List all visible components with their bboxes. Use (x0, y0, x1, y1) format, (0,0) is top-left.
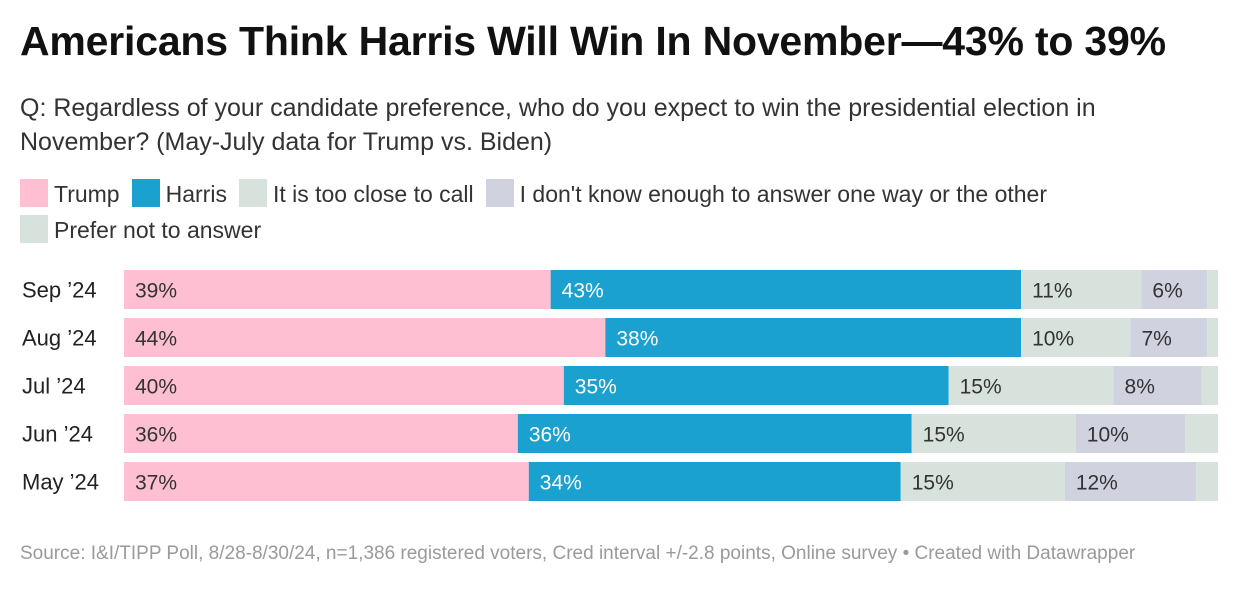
chart-subtitle: Q: Regardless of your candidate preferen… (20, 94, 1096, 156)
legend-label: Harris (165, 181, 227, 207)
bar-segment (1201, 366, 1218, 405)
bar-segment (605, 318, 1022, 357)
data-label: 6% (1152, 280, 1182, 303)
data-label: 10% (1032, 328, 1074, 351)
category-label: May ’24 (22, 470, 99, 495)
bar-segment (1207, 270, 1218, 309)
bar-segment (948, 366, 1114, 405)
bar-segment (1185, 414, 1218, 453)
bar-segment (124, 414, 518, 453)
bar-segment (124, 366, 564, 405)
bar-segment (1021, 318, 1131, 357)
data-label: 39% (135, 280, 177, 303)
legend-item: It is too close to call (238, 178, 474, 214)
legend-item: Prefer not to answer (20, 214, 261, 250)
data-label: 7% (1141, 328, 1171, 351)
data-label: 40% (135, 376, 177, 399)
data-label: 35% (575, 376, 617, 399)
data-label: 34% (540, 472, 582, 495)
data-label: 44% (135, 328, 177, 351)
data-label: 8% (1125, 376, 1155, 399)
source-note: Source: I&I/TIPP Poll, 8/28-8/30/24, n=1… (20, 543, 1136, 564)
legend-swatch (20, 214, 48, 243)
data-label: 36% (135, 424, 177, 447)
legend-item: I don't know enough to answer one way or… (485, 178, 1047, 214)
bar-segment (1141, 270, 1208, 309)
bar-segment (1064, 462, 1197, 501)
category-label: Aug ’24 (22, 326, 97, 351)
bar-segment (1130, 318, 1208, 357)
legend: Trump Harris It is too close to call I don'… (20, 178, 1220, 250)
data-label: 12% (1076, 472, 1118, 495)
legend-swatch (131, 178, 160, 207)
bar-segment (911, 414, 1076, 453)
legend-label: It is too close to call (272, 181, 474, 207)
data-label: 15% (923, 424, 965, 447)
chart-title: Americans Think Harris Will Win In Novem… (20, 18, 1166, 64)
bar-segment (550, 270, 1022, 309)
legend-item: Trump (20, 178, 120, 214)
bar-segment (1207, 318, 1218, 357)
bar-segment (124, 270, 551, 309)
legend-label: I don't know enough to answer one way or… (519, 181, 1047, 207)
data-label: 15% (912, 472, 954, 495)
bar-segment (1196, 462, 1218, 501)
data-label: 15% (960, 376, 1002, 399)
bar-segment (124, 462, 529, 501)
bar-segment (528, 462, 901, 501)
data-label: 37% (135, 472, 177, 495)
bar-segment (517, 414, 912, 453)
legend-item: Harris (131, 178, 227, 214)
bar-segment (900, 462, 1065, 501)
category-label: Jun ’24 (22, 422, 93, 447)
legend-swatch (485, 178, 514, 207)
category-label: Sep ’24 (22, 278, 97, 303)
data-label: 36% (529, 424, 571, 447)
data-label: 43% (562, 280, 604, 303)
bar-segment (1021, 270, 1142, 309)
bar-segment (1113, 366, 1202, 405)
bar-segment (124, 318, 606, 357)
bar-segment (563, 366, 949, 405)
legend-label: Trump (54, 181, 120, 207)
legend-swatch (20, 178, 48, 207)
stacked-bar-chart: Sep ’24 39% 43% 11% 6% Aug ’24 44% 38% 10% 7% Jul … (22, 270, 1218, 501)
bar-segment (1075, 414, 1186, 453)
data-label: 38% (616, 328, 658, 351)
legend-label: Prefer not to answer (54, 217, 262, 243)
data-label: 11% (1032, 280, 1072, 303)
data-label: 10% (1087, 424, 1129, 447)
category-label: Jul ’24 (22, 374, 86, 399)
legend-swatch (238, 178, 267, 207)
